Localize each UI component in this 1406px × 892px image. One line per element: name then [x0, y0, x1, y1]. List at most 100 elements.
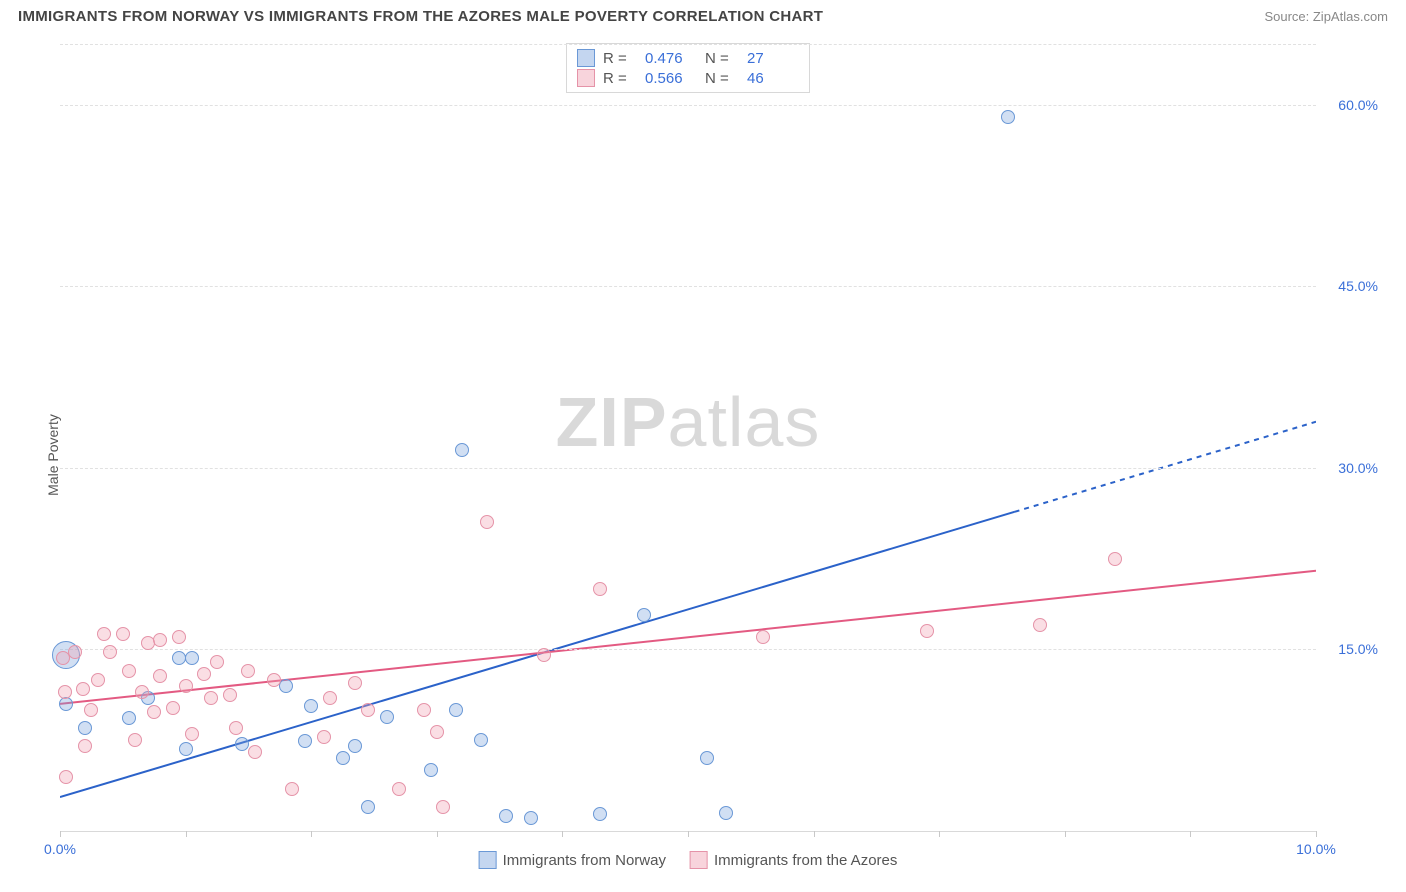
x-tick	[1190, 831, 1191, 837]
data-point	[179, 742, 193, 756]
legend-swatch	[690, 851, 708, 869]
data-point	[455, 443, 469, 457]
data-point	[424, 763, 438, 777]
chart-container: Male Poverty ZIPatlas R = 0.476 N = 27 R = 0.…	[18, 36, 1388, 874]
data-point	[235, 737, 249, 751]
plot-area: ZIPatlas R =0.476N =27R =0.566N =46 Immi…	[60, 44, 1316, 832]
data-point	[103, 645, 117, 659]
legend-swatch	[479, 851, 497, 869]
data-point	[135, 685, 149, 699]
data-point	[348, 739, 362, 753]
y-tick-label: 60.0%	[1338, 97, 1378, 113]
data-point	[204, 691, 218, 705]
y-tick-label: 30.0%	[1338, 460, 1378, 476]
data-point	[756, 630, 770, 644]
y-tick-label: 45.0%	[1338, 278, 1378, 294]
y-tick-label: 15.0%	[1338, 641, 1378, 657]
data-point	[449, 703, 463, 717]
legend-label: Immigrants from the Azores	[714, 852, 897, 869]
data-point	[267, 673, 281, 687]
data-point	[68, 645, 82, 659]
legend-n-label: N =	[705, 70, 739, 87]
data-point	[59, 770, 73, 784]
data-point	[241, 664, 255, 678]
data-point	[593, 582, 607, 596]
data-point	[128, 733, 142, 747]
data-point	[920, 624, 934, 638]
x-tick	[186, 831, 187, 837]
source-label: Source: ZipAtlas.com	[1264, 9, 1388, 24]
trend-lines	[60, 44, 1316, 831]
data-point	[1001, 110, 1015, 124]
y-axis-label: Male Poverty	[45, 414, 61, 496]
data-point	[185, 727, 199, 741]
data-point	[223, 688, 237, 702]
data-point	[1108, 552, 1122, 566]
data-point	[116, 627, 130, 641]
data-point	[91, 673, 105, 687]
data-point	[323, 691, 337, 705]
data-point	[380, 710, 394, 724]
data-point	[285, 782, 299, 796]
legend-n-value: 46	[747, 70, 799, 87]
legend-swatch	[577, 69, 595, 87]
x-tick	[1065, 831, 1066, 837]
legend-n-label: N =	[705, 50, 739, 67]
data-point	[417, 703, 431, 717]
legend-row: R = 0.476 N = 27	[577, 48, 799, 68]
gridline	[60, 105, 1316, 106]
x-tick	[562, 831, 563, 837]
data-point	[122, 664, 136, 678]
data-point	[153, 669, 167, 683]
x-tick	[437, 831, 438, 837]
legend-r-value: 0.566	[645, 70, 697, 87]
data-point	[317, 730, 331, 744]
legend-r-label: R =	[603, 50, 637, 67]
data-point	[229, 721, 243, 735]
x-tick	[688, 831, 689, 837]
legend-item: Immigrants from the Azores	[690, 851, 897, 869]
data-point	[499, 809, 513, 823]
data-point	[76, 682, 90, 696]
data-point	[700, 751, 714, 765]
data-point	[719, 806, 733, 820]
data-point	[348, 676, 362, 690]
data-point	[593, 807, 607, 821]
x-tick	[1316, 831, 1317, 837]
watermark: ZIPatlas	[556, 382, 821, 462]
data-point	[474, 733, 488, 747]
gridline	[60, 649, 1316, 650]
data-point	[179, 679, 193, 693]
data-point	[197, 667, 211, 681]
trend-line-solid	[60, 571, 1316, 704]
data-point	[84, 703, 98, 717]
series-legend: Immigrants from Norway Immigrants from th…	[479, 851, 898, 869]
x-tick-label: 0.0%	[44, 841, 76, 857]
legend-row: R = 0.566 N = 46	[577, 68, 799, 88]
legend-r-label: R =	[603, 70, 637, 87]
x-tick-label: 10.0%	[1296, 841, 1336, 857]
chart-title: IMMIGRANTS FROM NORWAY VS IMMIGRANTS FRO…	[18, 8, 823, 25]
data-point	[166, 701, 180, 715]
data-point	[336, 751, 350, 765]
data-point	[361, 800, 375, 814]
x-tick	[814, 831, 815, 837]
data-point	[78, 721, 92, 735]
data-point	[78, 739, 92, 753]
data-point	[304, 699, 318, 713]
x-tick	[311, 831, 312, 837]
x-tick	[60, 831, 61, 837]
correlation-legend: R = 0.476 N = 27 R = 0.566 N = 46	[566, 43, 810, 93]
data-point	[185, 651, 199, 665]
legend-n-value: 27	[747, 50, 799, 67]
legend-r-value: 0.476	[645, 50, 697, 67]
data-point	[537, 648, 551, 662]
data-point	[298, 734, 312, 748]
data-point	[480, 515, 494, 529]
data-point	[248, 745, 262, 759]
data-point	[637, 608, 651, 622]
data-point	[122, 711, 136, 725]
data-point	[172, 630, 186, 644]
data-point	[279, 679, 293, 693]
legend-item: Immigrants from Norway	[479, 851, 666, 869]
